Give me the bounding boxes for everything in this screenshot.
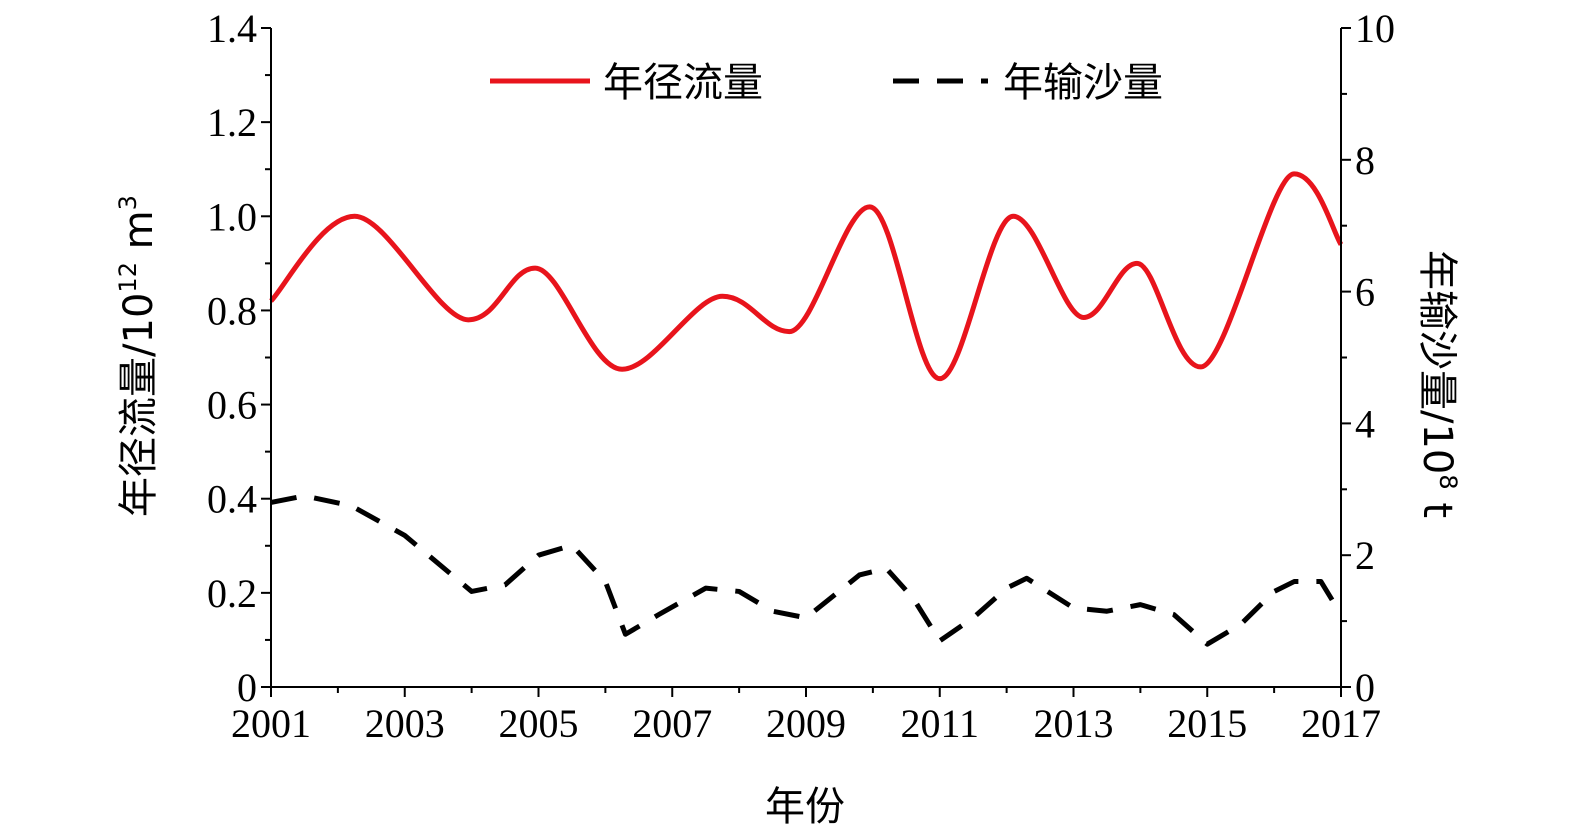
left-y-title-main: 年径流量/10 bbox=[116, 293, 162, 517]
runoff-series-line bbox=[269, 171, 1344, 382]
legend: 年径流量 年输沙量 bbox=[490, 60, 1163, 106]
right-y-tick-label: 6 bbox=[1355, 270, 1375, 315]
x-tick-label: 2005 bbox=[499, 701, 579, 746]
x-tick-label: 2013 bbox=[1034, 701, 1114, 746]
left-y-axis-title: 年径流量/1012 m3 bbox=[114, 195, 162, 517]
left-y-tick-label: 0.4 bbox=[207, 477, 257, 522]
left-y-tick-label: 0 bbox=[237, 665, 257, 710]
x-tick-label: 2009 bbox=[766, 701, 846, 746]
left-y-tick-label: 1.4 bbox=[207, 6, 257, 51]
x-tick-label: 2015 bbox=[1167, 701, 1247, 746]
left-y-tick-label: 0.2 bbox=[207, 571, 257, 616]
x-tick-label: 2017 bbox=[1301, 701, 1381, 746]
x-axis-title: 年份 bbox=[765, 784, 845, 830]
left-y-tick-label: 0.8 bbox=[207, 288, 257, 333]
right-y-tick-label: 2 bbox=[1355, 533, 1375, 578]
left-y-title-sup: 12 bbox=[114, 262, 142, 293]
right-y-tick-label: 8 bbox=[1355, 138, 1375, 183]
right-y-tick-label: 10 bbox=[1355, 6, 1395, 51]
axis-layer: 2001 2003 2005 2007 2009 2011 2013 2015 201700.2… bbox=[207, 6, 1395, 746]
x-tick-label: 2003 bbox=[365, 701, 445, 746]
x-tick-label: 2001 bbox=[231, 701, 311, 746]
series-layer bbox=[269, 171, 1344, 647]
sediment-series-line bbox=[270, 493, 1344, 647]
right-y-title-sup: 8 bbox=[1434, 474, 1462, 489]
right-y-title-unit: t bbox=[1414, 490, 1460, 518]
left-y-tick-label: 1.2 bbox=[207, 100, 257, 145]
legend-label-sediment: 年输沙量 bbox=[1003, 60, 1163, 106]
x-tick-label: 2007 bbox=[632, 701, 712, 746]
right-y-title-main: 年输沙量/10 bbox=[1414, 250, 1460, 474]
right-y-axis-title: 年输沙量/108 t bbox=[1414, 250, 1462, 518]
legend-label-runoff: 年径流量 bbox=[603, 60, 763, 106]
left-y-tick-label: 0.6 bbox=[207, 383, 257, 428]
x-tick-label: 2011 bbox=[900, 701, 979, 746]
right-y-tick-label: 4 bbox=[1355, 401, 1375, 446]
left-y-tick-label: 1.0 bbox=[207, 194, 257, 239]
left-y-title-unit-sup: 3 bbox=[114, 195, 142, 210]
left-y-title-unit: m bbox=[116, 210, 162, 262]
right-y-tick-label: 0 bbox=[1355, 665, 1375, 710]
